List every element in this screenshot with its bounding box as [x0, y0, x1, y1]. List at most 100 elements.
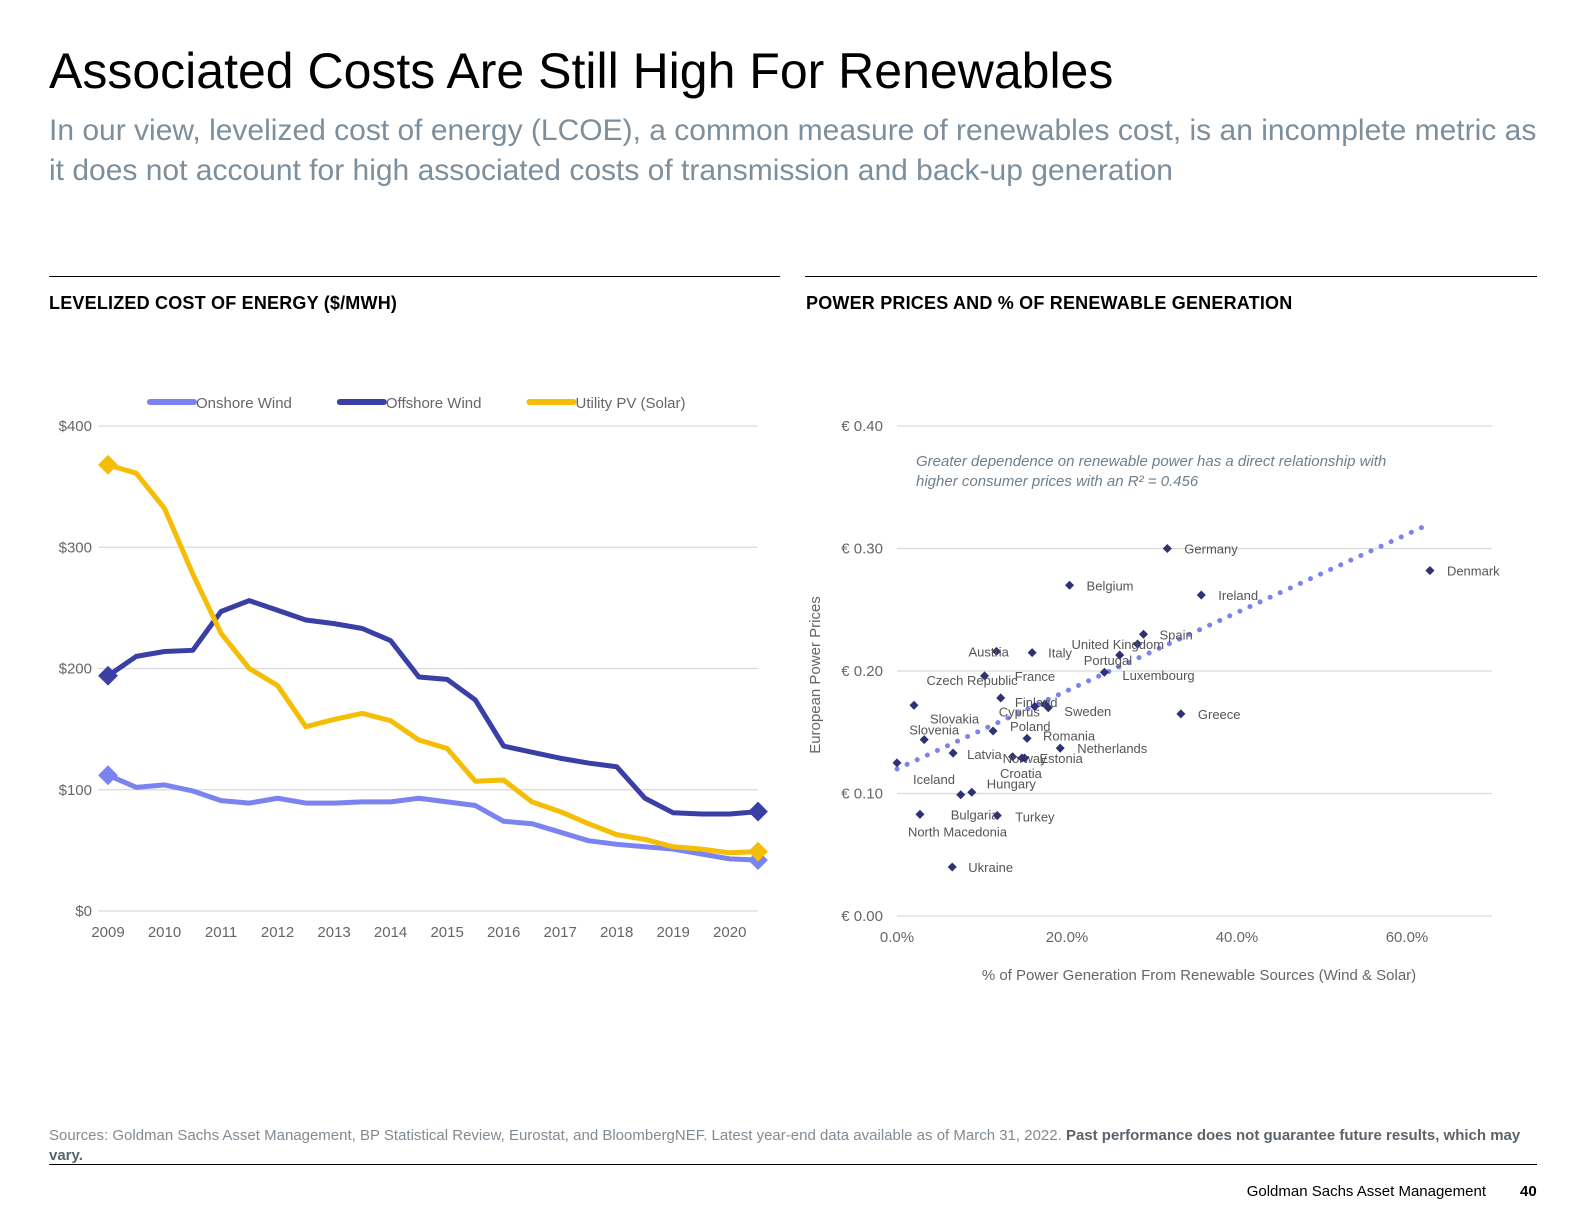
point-label: Spain — [1160, 627, 1193, 642]
right-panel-rule — [805, 276, 1537, 277]
point-label: Luxembourg — [1122, 668, 1194, 683]
point-label: Sweden — [1064, 704, 1111, 719]
scatter-point — [1425, 566, 1435, 576]
scatter-point — [1099, 667, 1109, 677]
series-endpoint-solar — [98, 454, 118, 475]
y-axis-label: European Power Prices — [807, 596, 824, 754]
series-endpoint-solar — [748, 841, 768, 862]
x-tick-label: 20.0% — [1046, 929, 1089, 946]
y-tick-label: $200 — [59, 661, 92, 678]
x-tick-label: 0.0% — [880, 929, 914, 946]
point-label: United Kingdom — [1072, 637, 1165, 652]
lcoe-line-chart: $0 $100 $200 $300 $400 2009 2010 2011 2012 2013 20… — [59, 395, 768, 941]
series-endpoint-onshore — [98, 765, 118, 786]
point-label: Estonia — [1040, 751, 1084, 766]
x-tick-label: 2018 — [600, 924, 633, 941]
y-tick-label: € 0.10 — [841, 786, 883, 803]
y-tick-label: $300 — [59, 539, 92, 556]
x-tick-label: 2010 — [148, 924, 181, 941]
x-tick-label: 2011 — [205, 924, 237, 941]
point-label: Slovenia — [909, 723, 960, 738]
point-label: Denmark — [1447, 564, 1500, 579]
point-label: Netherlands — [1077, 741, 1148, 756]
y-tick-label: $0 — [75, 903, 92, 920]
point-label: France — [1015, 669, 1055, 684]
footer-rule — [49, 1164, 1537, 1165]
x-tick-label: 2019 — [657, 924, 690, 941]
lcoe-chart-title: LEVELIZED COST OF ENERGY ($/MWH) — [49, 293, 398, 313]
legend-label-solar: Utility PV (Solar) — [575, 395, 685, 412]
point-label: Hungary — [987, 776, 1037, 791]
scatter-point — [947, 862, 957, 872]
point-label: Greece — [1198, 707, 1241, 722]
page-number: 40 — [1520, 1183, 1537, 1200]
power-price-scatter-chart: € 0.00 € 0.10 € 0.20 € 0.30 € 0.40 0.0% 20.0% 4… — [807, 418, 1500, 984]
scatter-point — [967, 787, 977, 797]
x-tick-label: 2016 — [487, 924, 520, 941]
scatter-chart-title: POWER PRICES AND % OF RENEWABLE GENERATI… — [806, 293, 1293, 313]
scatter-point — [1196, 590, 1206, 600]
scatter-point — [948, 748, 958, 758]
scatter-point — [1138, 629, 1149, 639]
series-line-onshore — [105, 772, 761, 863]
sources-footnote: Sources: Goldman Sachs Asset Management,… — [49, 1126, 1549, 1166]
legend-label-onshore: Onshore Wind — [196, 395, 292, 412]
point-label: Czech Republic — [927, 673, 1019, 688]
x-tick-label: 60.0% — [1386, 929, 1429, 946]
point-label: Belgium — [1087, 578, 1134, 593]
page-title: Associated Costs Are Still High For Rene… — [49, 43, 1114, 99]
point-label: Slovakia — [930, 711, 980, 726]
scatter-point — [915, 809, 925, 819]
scatter-point — [956, 790, 966, 800]
legend-label-offshore: Offshore Wind — [386, 395, 482, 412]
point-label: Iceland — [913, 772, 955, 787]
y-tick-label: € 0.40 — [841, 418, 883, 435]
x-tick-label: 2017 — [543, 924, 576, 941]
point-label: Cyprus — [999, 705, 1041, 720]
point-label: Turkey — [1015, 810, 1055, 825]
point-label: Ukraine — [968, 860, 1013, 875]
footnote-sources: Sources: Goldman Sachs Asset Management,… — [49, 1127, 1062, 1144]
scatter-point — [909, 700, 919, 710]
point-label: Romania — [1043, 728, 1096, 743]
scatter-point — [996, 693, 1006, 703]
y-tick-label: € 0.20 — [841, 663, 883, 680]
y-tick-label: $400 — [59, 418, 92, 435]
point-label: Ireland — [1218, 588, 1258, 603]
y-tick-label: $100 — [59, 782, 92, 799]
annotation-line: Greater dependence on renewable power ha… — [916, 453, 1386, 470]
point-label: North Macedonia — [908, 824, 1008, 839]
left-panel-rule — [49, 276, 780, 277]
point-label: Bulgaria — [951, 808, 999, 823]
x-tick-label: 2009 — [91, 924, 124, 941]
trendline — [894, 523, 1427, 772]
y-tick-label: € 0.00 — [841, 908, 883, 925]
point-label: Croatia — [1000, 766, 1043, 781]
series-line-solar — [105, 462, 761, 856]
scatter-point — [1065, 580, 1075, 590]
footer-company: Goldman Sachs Asset Management — [1246, 1183, 1486, 1200]
x-tick-label: 2020 — [713, 924, 746, 941]
annotation-line: higher consumer prices with an R² = 0.45… — [916, 473, 1199, 490]
page-subtitle: In our view, levelized cost of energy (L… — [49, 114, 1537, 187]
x-tick-label: 2014 — [374, 924, 407, 941]
scatter-point — [892, 758, 902, 768]
scatter-point — [1176, 709, 1186, 719]
scatter-point — [1022, 733, 1032, 743]
series-endpoint-offshore — [748, 801, 768, 822]
x-tick-label: 2012 — [261, 924, 294, 941]
x-tick-label: 40.0% — [1216, 929, 1259, 946]
scatter-point — [1162, 543, 1172, 554]
y-tick-label: € 0.30 — [841, 541, 883, 558]
series-line-offshore — [105, 598, 761, 817]
series-endpoint-offshore — [98, 665, 118, 686]
point-label: Poland — [1010, 719, 1050, 734]
scatter-point — [1008, 752, 1018, 762]
point-label: Latvia — [967, 747, 1002, 762]
footnote-disclaimer: Past performance does not guarantee futu… — [49, 1127, 1521, 1164]
x-tick-label: 2015 — [430, 924, 463, 941]
x-axis-label: % of Power Generation From Renewable Sou… — [982, 967, 1416, 984]
point-label: Germany — [1184, 542, 1238, 557]
point-label: Portugal — [1084, 653, 1133, 668]
point-label: Austria — [968, 644, 1009, 659]
